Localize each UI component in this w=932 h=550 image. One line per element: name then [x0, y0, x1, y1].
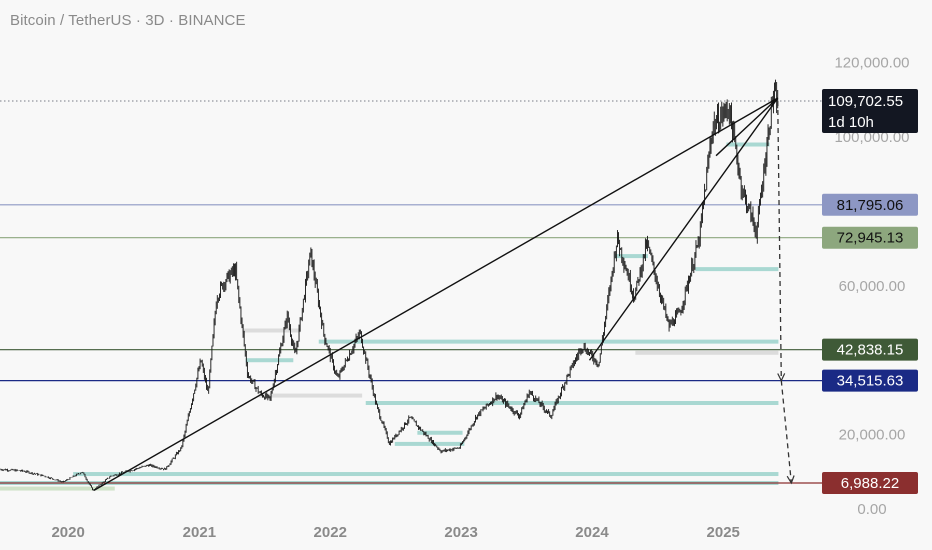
price-tag-label: 72,945.13	[837, 230, 904, 247]
zone-box	[73, 472, 779, 477]
price-tag	[822, 369, 918, 392]
trendline	[588, 97, 779, 361]
price-tag	[822, 226, 918, 249]
x-tick-label: 2024	[575, 524, 609, 541]
zone-box	[245, 358, 294, 363]
trendlines-layer	[93, 97, 779, 492]
trendline	[93, 97, 779, 492]
zone-box	[258, 393, 363, 398]
x-tick-label: 2020	[51, 524, 84, 541]
zone-box	[726, 142, 770, 147]
zone-box	[0, 486, 115, 491]
zone-box	[394, 441, 465, 446]
zone-box	[635, 350, 779, 355]
zone-box	[417, 430, 463, 435]
price-tag-label: 6,988.22	[841, 475, 899, 492]
price-tag	[822, 338, 918, 361]
projection-arrow	[780, 380, 792, 484]
y-tick-label: 0.00	[857, 501, 886, 518]
current-price-label: 109,702.55	[828, 93, 903, 110]
y-tick-label: 120,000.00	[834, 55, 909, 72]
countdown-label: 1d 10h	[828, 114, 874, 131]
price-tags-layer: 81,795.06 72,945.13 42,838.15 34,515.63 6,98…	[822, 89, 918, 494]
zone-box	[242, 328, 301, 333]
x-tick-label: 2025	[707, 524, 740, 541]
price-tag-label: 42,838.15	[837, 342, 904, 359]
zone-box	[614, 254, 648, 259]
y-tick-label: 20,000.00	[839, 427, 906, 444]
x-tick-label: 2021	[183, 524, 216, 541]
zones-layer	[0, 142, 779, 491]
projection-arrows-layer	[777, 100, 795, 485]
zone-box	[318, 339, 779, 344]
zone-box	[365, 400, 779, 405]
price-tag-label: 34,515.63	[837, 373, 904, 390]
projection-arrow	[777, 100, 782, 381]
price-tag-label: 81,795.06	[837, 197, 904, 214]
price-tag	[822, 193, 918, 216]
levels-layer	[0, 204, 822, 484]
y-tick-label: 100,000.00	[834, 129, 909, 146]
current-price-tag	[822, 89, 918, 133]
trendline	[715, 97, 779, 157]
y-axis: 120,000.00 100,000.00 60,000.00 20,000.00 0.…	[834, 55, 909, 518]
candles-layer	[0, 79, 779, 491]
x-tick-label: 2023	[444, 524, 477, 541]
x-axis: 2020 2021 2022 2023 2024 2025	[51, 524, 739, 541]
zone-box	[695, 267, 779, 272]
chart-title: Bitcoin / TetherUS · 3D · BINANCE	[10, 12, 246, 29]
price-tag	[822, 472, 918, 494]
x-tick-label: 2022	[314, 524, 347, 541]
arrow-head	[786, 475, 795, 485]
y-tick-label: 60,000.00	[839, 278, 906, 295]
